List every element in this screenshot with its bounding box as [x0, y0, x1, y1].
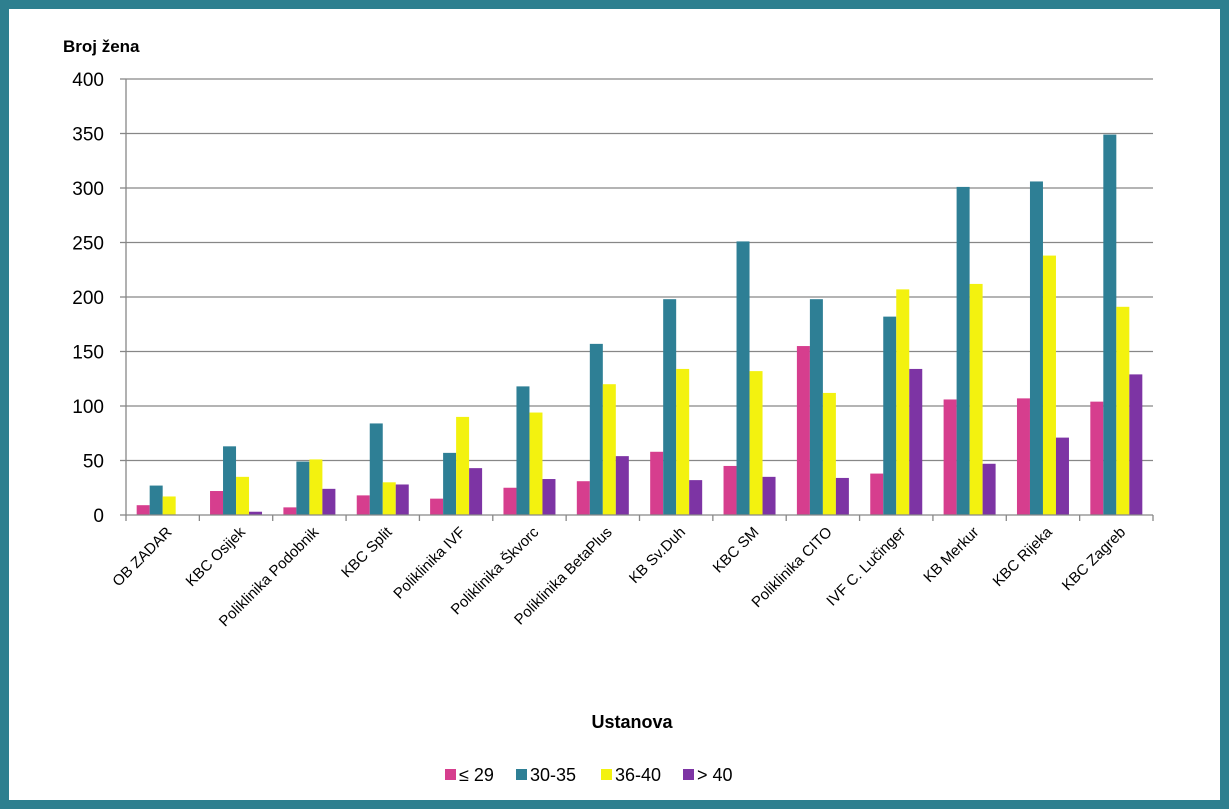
bar	[395, 484, 409, 515]
bar	[1129, 374, 1143, 515]
legend: ≤ 29 30-35 36-40 > 40	[445, 765, 733, 785]
bar	[956, 186, 970, 515]
bar	[822, 392, 836, 515]
bar	[516, 386, 530, 515]
bars	[136, 134, 1143, 515]
bar	[883, 316, 897, 515]
y-tick-label: 150	[72, 343, 104, 364]
axes	[120, 78, 1154, 521]
x-tick-label: KB Sv.Duh	[626, 524, 689, 587]
y-tick-label: 300	[72, 179, 104, 200]
legend-swatch	[445, 769, 456, 780]
bar	[809, 299, 823, 515]
x-tick-label: Poliklinika IVF	[390, 524, 469, 603]
bar	[210, 491, 224, 515]
legend-swatch	[516, 769, 527, 780]
bar	[469, 468, 483, 515]
bar	[249, 511, 263, 515]
bar	[356, 495, 370, 515]
bar	[1029, 181, 1043, 515]
bar	[676, 368, 690, 515]
x-tick-label: KBC SM	[710, 524, 763, 577]
gridlines	[126, 78, 1153, 462]
legend-label: 30-35	[530, 765, 576, 785]
bar	[236, 476, 250, 515]
y-tick-label: 0	[93, 506, 104, 527]
bar	[1055, 437, 1069, 515]
x-axis-title: Ustanova	[591, 712, 673, 732]
bar	[223, 446, 237, 515]
legend-label: 36-40	[615, 765, 661, 785]
y-axis-ticks: 0 50 100 150 200 250 300 350 400	[72, 70, 104, 527]
bar	[969, 283, 983, 515]
bar	[943, 399, 957, 515]
bar	[896, 289, 910, 515]
bar	[796, 346, 810, 515]
bar	[542, 479, 556, 515]
bar	[1016, 398, 1030, 515]
legend-label: > 40	[697, 765, 733, 785]
bar	[456, 416, 470, 515]
bar	[503, 487, 517, 515]
bar	[749, 371, 763, 515]
bar	[870, 473, 884, 515]
bar	[430, 498, 444, 515]
legend-swatch	[683, 769, 694, 780]
y-tick-label: 250	[72, 234, 104, 255]
bar	[982, 463, 996, 515]
bar	[283, 507, 297, 515]
y-axis-title: Broj žena	[63, 37, 140, 56]
x-tick-label: KB Merkur	[920, 524, 982, 586]
bar	[736, 241, 750, 515]
x-tick-label: KBC Osijek	[183, 523, 250, 590]
bar	[762, 476, 776, 515]
x-tick-label: OB ZADAR	[109, 524, 175, 590]
x-tick-label: IVF C. Lučinger	[823, 524, 909, 610]
bar	[443, 452, 457, 515]
bar	[589, 343, 603, 515]
bar	[162, 496, 176, 515]
y-tick-label: 400	[72, 70, 104, 91]
bar	[382, 482, 396, 515]
x-tick-label: KBC Rijeka	[990, 523, 1057, 590]
y-tick-label: 200	[72, 288, 104, 309]
x-tick-label: KBC Split	[338, 523, 396, 581]
bar	[309, 459, 323, 515]
bar	[149, 485, 163, 515]
bar	[615, 456, 629, 515]
legend-swatch	[601, 769, 612, 780]
bar	[689, 480, 703, 515]
y-tick-label: 350	[72, 125, 104, 146]
bar	[602, 384, 616, 515]
bar	[576, 481, 590, 515]
bar	[1090, 401, 1104, 515]
x-tick-label: KBC Zagreb	[1059, 524, 1129, 594]
bar	[1042, 255, 1056, 515]
bar	[1116, 306, 1130, 515]
bar	[835, 477, 849, 515]
bar	[136, 505, 150, 515]
bar	[723, 465, 737, 515]
bar	[909, 368, 923, 515]
bar	[322, 488, 336, 515]
bar	[296, 461, 310, 515]
bar	[369, 423, 383, 515]
bar	[1103, 134, 1117, 515]
bar	[529, 412, 543, 515]
y-tick-label: 50	[83, 452, 104, 473]
bar	[650, 451, 664, 515]
bar	[663, 299, 677, 515]
legend-label: ≤ 29	[459, 765, 494, 785]
y-tick-label: 100	[72, 397, 104, 418]
